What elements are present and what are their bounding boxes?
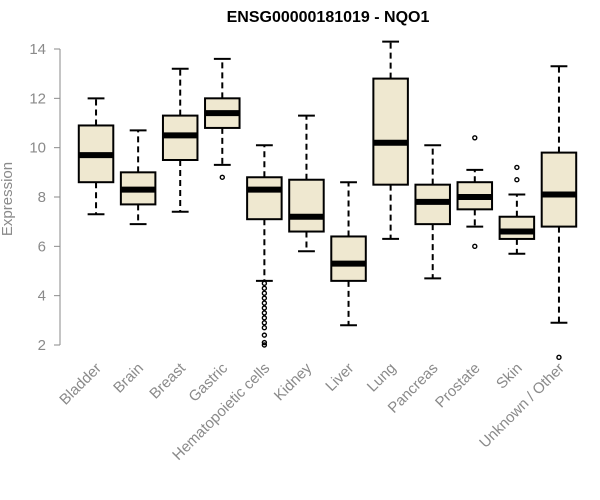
x-tick-label: Breast <box>146 359 189 402</box>
outlier-point <box>514 164 520 171</box>
box-iqr <box>540 151 578 228</box>
outlier-point <box>261 295 268 301</box>
chart-title: ENSG00000181019 - NQO1 <box>227 9 430 26</box>
x-tick-label: Bladder <box>56 360 105 409</box>
outlier-point <box>261 342 268 348</box>
box-brain <box>119 129 157 226</box>
x-tick-label: Skin <box>493 360 526 393</box>
box-iqr <box>330 235 367 282</box>
outlier-point <box>261 305 268 311</box>
box-iqr <box>288 178 325 233</box>
outlier-point <box>261 315 268 321</box>
outlier-point <box>472 243 478 250</box>
box-prostate <box>456 135 494 250</box>
outlier-point <box>261 290 268 296</box>
y-tick-label: 8 <box>38 189 46 206</box>
y-tick-label: 2 <box>38 337 46 354</box>
x-tick-label: Lung <box>364 360 400 396</box>
box-kidney <box>288 114 325 253</box>
y-tick-label: 12 <box>29 90 46 107</box>
outlier-point <box>261 285 268 291</box>
outlier-point <box>261 280 268 287</box>
outlier-point <box>514 177 520 183</box>
outlier-point <box>472 135 478 141</box>
y-axis: 2 4 6 8 10 12 14 <box>29 41 61 354</box>
box-pancreas <box>414 144 451 280</box>
outlier-point <box>556 354 562 361</box>
x-tick-label: Brain <box>110 360 147 397</box>
x-tick-label: Liver <box>322 360 357 395</box>
box-gastric <box>204 57 241 180</box>
box-iqr <box>246 176 283 221</box>
outlier-point <box>261 325 268 331</box>
box-bladder <box>77 97 115 216</box>
outlier-point <box>261 310 268 316</box>
box-liver <box>330 181 367 327</box>
box-iqr <box>498 215 536 240</box>
outlier-point <box>261 332 268 338</box>
outlier-point <box>219 174 225 180</box>
y-tick-label: 6 <box>38 238 46 255</box>
box-breast <box>161 67 199 213</box>
x-tick-label: Kidney <box>271 359 316 404</box>
box-unknown-other <box>540 65 578 361</box>
outlier-point <box>261 339 268 346</box>
y-tick-label: 10 <box>29 140 46 157</box>
outlier-point <box>261 300 268 306</box>
y-axis-label: Expression <box>0 162 16 236</box>
y-tick-label: 14 <box>29 41 46 58</box>
x-tick-label: Prostate <box>432 360 484 412</box>
box-series <box>77 40 578 361</box>
box-skin <box>498 164 536 255</box>
box-lung <box>372 40 409 240</box>
outlier-point <box>261 320 268 326</box>
box-hematopoietic-cells <box>246 144 283 348</box>
box-iqr <box>372 77 409 186</box>
y-tick-label: 4 <box>38 288 46 305</box>
